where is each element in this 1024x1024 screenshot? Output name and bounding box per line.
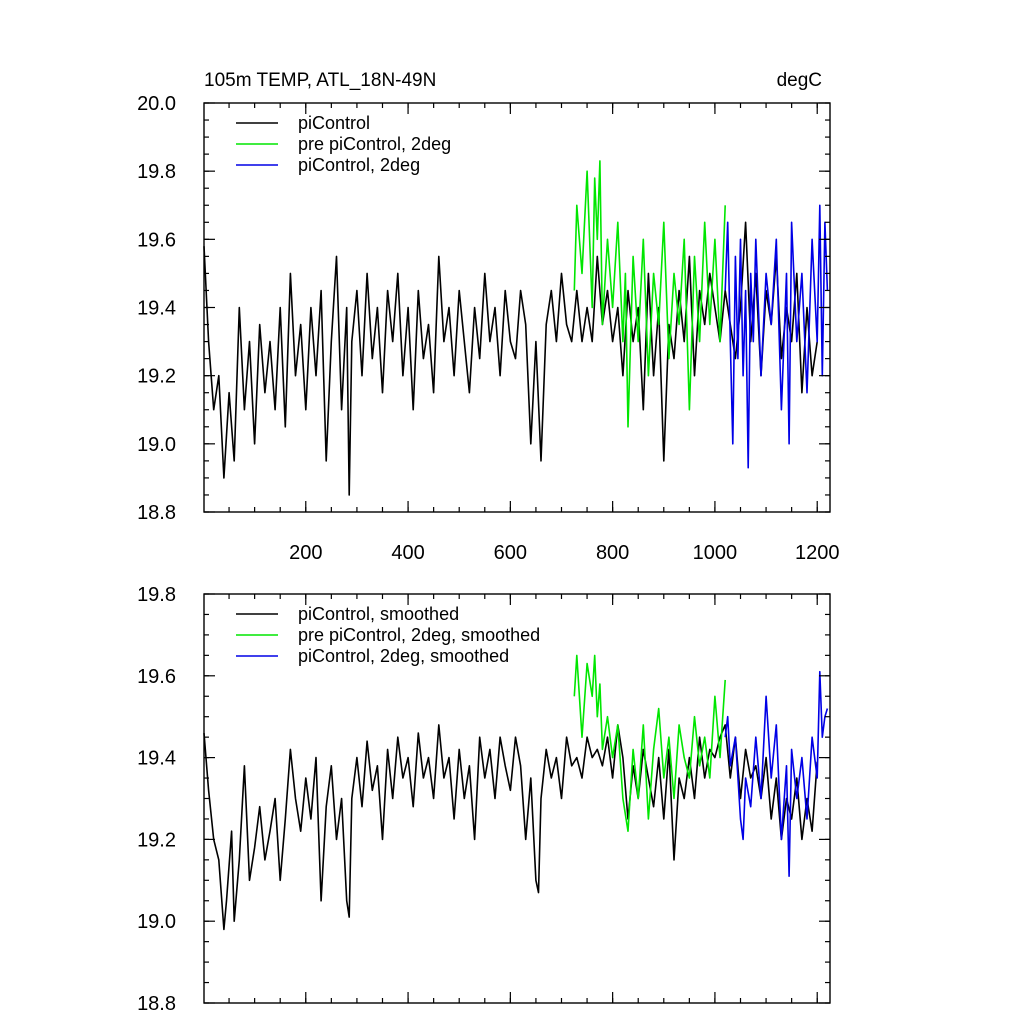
chart-title-top: 105m TEMP, ATL_18N-49N (204, 70, 436, 91)
y-tick-label-top: 19.2 (137, 366, 176, 388)
x-tick-label-top: 1000 (693, 542, 738, 564)
plot-area-top (203, 160, 829, 496)
series-line-top-0 (203, 221, 818, 496)
chart-units-top: degC (777, 70, 822, 91)
axis-ticks-top: 18.8 19.0 19.2 19.4 19.6 19.8 20.0 200 400 600 800… (137, 93, 839, 564)
x-tick-label-top: 800 (596, 542, 629, 564)
y-tick-label-top: 19.8 (137, 161, 176, 183)
y-tick-label-top: 19.4 (137, 298, 176, 320)
legend-label-bottom-2: piControl, 2deg, smoothed (298, 646, 509, 666)
x-tick-label-top: 600 (494, 542, 527, 564)
y-tick-label-bottom: 19.6 (137, 666, 176, 688)
series-line-bottom-1 (573, 654, 726, 833)
series-line-bottom-0 (203, 724, 818, 931)
y-tick-label-top: 19.0 (137, 434, 176, 456)
legend-label-top-2: piControl, 2deg (298, 155, 420, 175)
y-tick-label-bottom: 19.0 (137, 911, 176, 933)
y-tick-label-bottom: 19.4 (137, 748, 176, 770)
x-tick-label-top: 400 (391, 542, 424, 564)
series-line-top-2 (724, 204, 829, 469)
chart-panel-bottom: 18.8 19.0 19.2 19.4 19.6 19.8 piControl, smoo… (137, 584, 831, 1015)
legend-label-bottom-0: piControl, smoothed (298, 604, 459, 624)
axis-ticks-bottom: 18.8 19.0 19.2 19.4 19.6 19.8 (137, 584, 830, 1015)
x-tick-label-top: 1200 (795, 542, 840, 564)
series-line-bottom-2 (724, 670, 829, 878)
plot-area-bottom (203, 654, 829, 931)
x-tick-label-top: 200 (289, 542, 322, 564)
series-line-top-1 (573, 160, 726, 428)
y-tick-label-top: 18.8 (137, 502, 176, 524)
y-tick-label-top: 19.6 (137, 229, 176, 251)
legend-label-top-0: piControl (298, 113, 370, 133)
legend-label-top-1: pre piControl, 2deg (298, 134, 451, 154)
y-tick-label-bottom: 19.8 (137, 584, 176, 606)
legend-label-bottom-1: pre piControl, 2deg, smoothed (298, 625, 540, 645)
y-tick-label-bottom: 19.2 (137, 829, 176, 851)
chart-panel-top: 105m TEMP, ATL_18N-49N degC 18.8 19.0 19.2… (137, 70, 839, 564)
y-tick-label-top: 20.0 (137, 93, 176, 115)
y-tick-label-bottom: 18.8 (137, 993, 176, 1015)
